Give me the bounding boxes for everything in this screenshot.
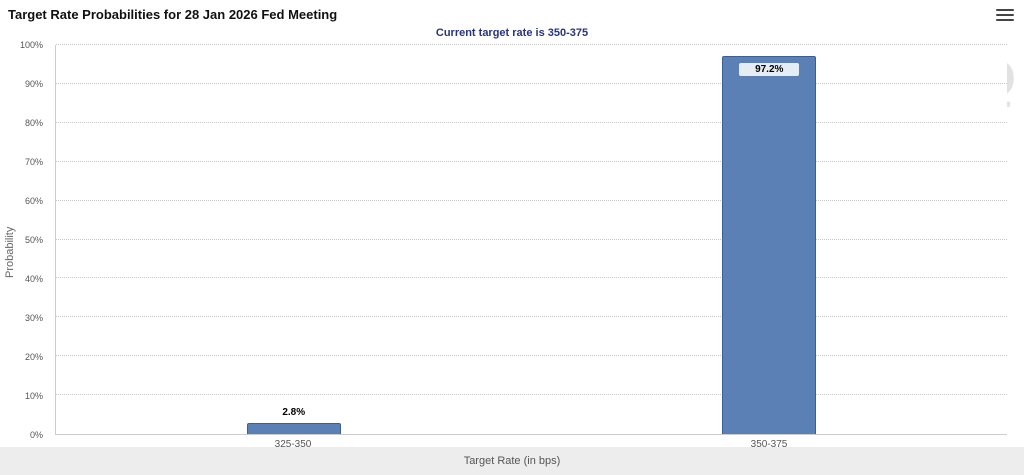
gridline [56,394,1007,396]
gridline [56,199,1007,201]
bar-325-350[interactable] [246,423,341,434]
y-tick-label: 60% [24,196,43,206]
bar-value-label: 2.8% [282,407,306,419]
x-axis-title: Target Rate (in bps) [463,455,561,467]
y-tick-label: 10% [24,391,43,401]
chart-title: Target Rate Probabilities for 28 Jan 202… [8,7,338,22]
y-tick-label: 40% [24,274,43,284]
x-axis-labels: 325-350 350-375 [55,439,1007,453]
gridline [56,277,1007,279]
y-tick-label: 100% [19,40,43,50]
hamburger-menu-icon[interactable] [996,9,1014,23]
y-tick-label: 70% [24,157,43,167]
x-axis-title-strip: Target Rate (in bps) [0,447,1024,475]
y-tick-label: 30% [24,313,43,323]
plot-area: 2.8% 97.2% [55,44,1007,435]
chart-subtitle: Current target rate is 350-375 [435,27,589,39]
bar-value-label: 97.2% [739,62,800,76]
x-tick-label: 350-375 [750,439,788,450]
chart-header: Target Rate Probabilities for 28 Jan 202… [0,0,1024,26]
y-tick-label: 50% [24,235,43,245]
y-tick-label: 80% [24,118,43,128]
gridline [56,82,1007,84]
y-tick-label: 0% [29,430,43,440]
y-tick-label: 20% [24,352,43,362]
bar-350-375[interactable] [722,55,817,434]
gridline [56,316,1007,318]
y-axis-labels: 0% 10% 20% 30% 40% 50% 60% 70% 80% 90% 100% [0,40,49,440]
gridline [56,238,1007,240]
gridline [56,121,1007,123]
gridline [56,355,1007,357]
x-tick-label: 325-350 [274,439,312,450]
gridline [56,44,1007,45]
gridline [56,160,1007,162]
y-tick-label: 90% [24,79,43,89]
